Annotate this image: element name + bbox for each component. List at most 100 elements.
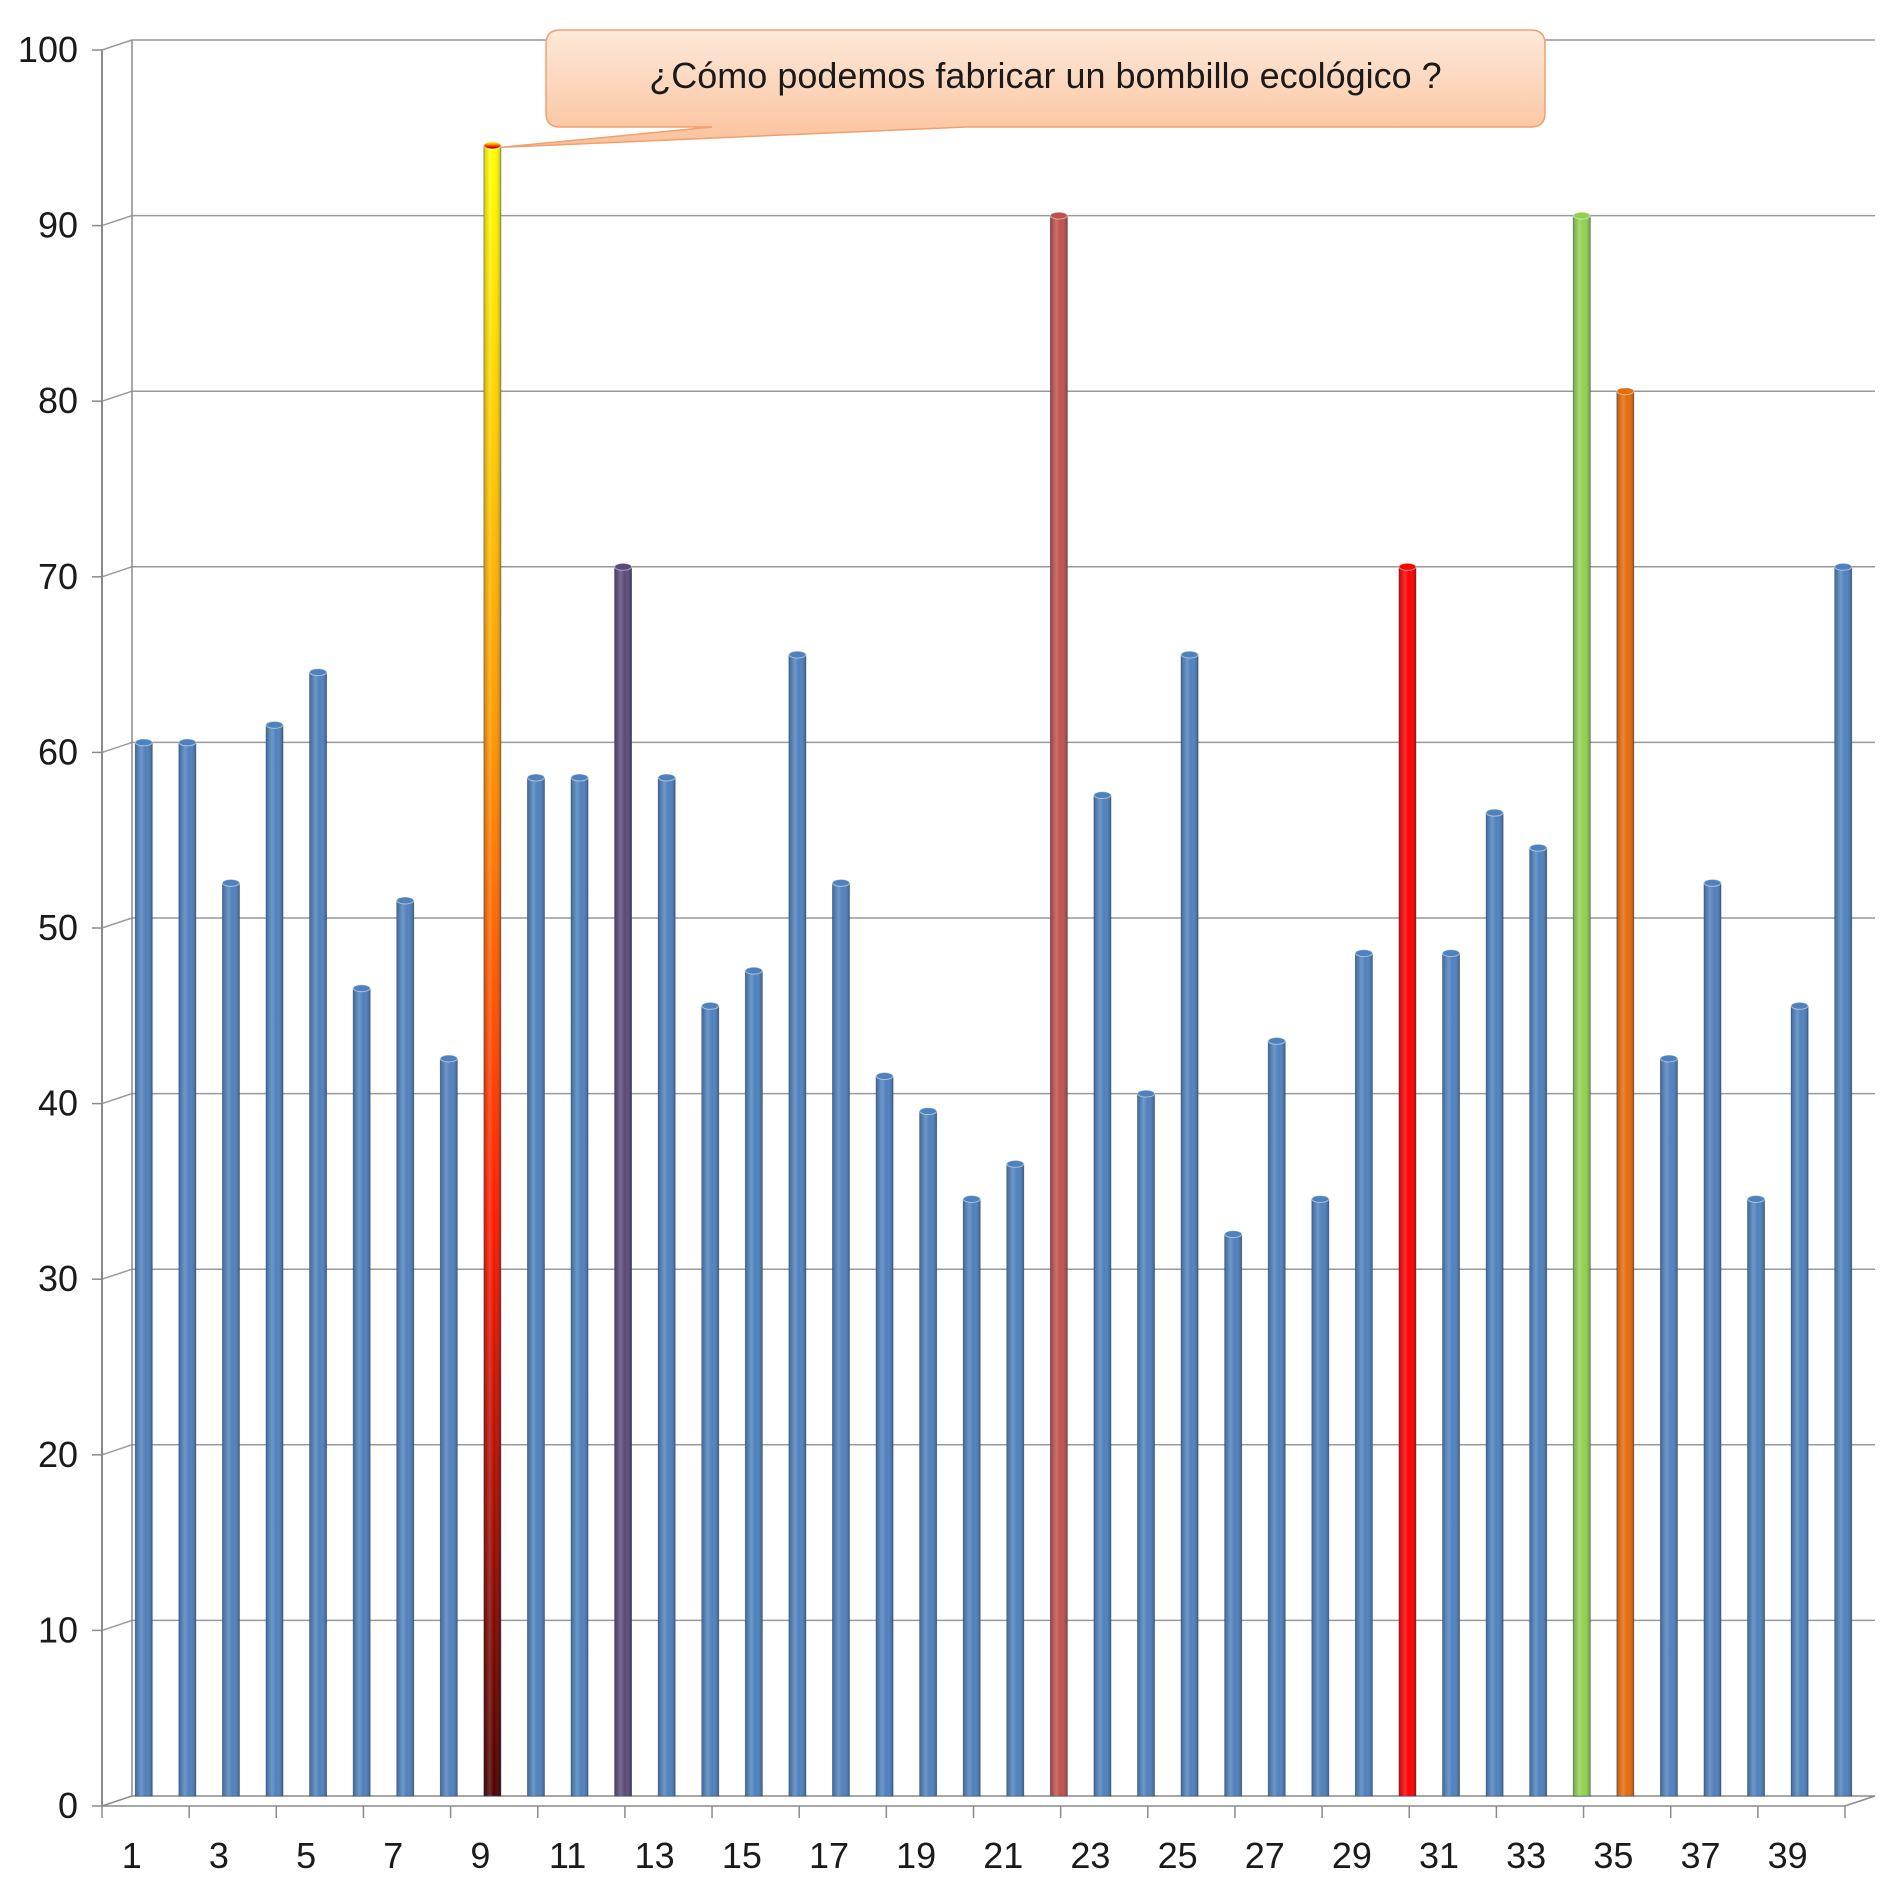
bar-37 <box>1703 878 1722 1797</box>
bar-shading <box>1703 882 1721 1796</box>
bar-cap <box>221 878 240 887</box>
bar-shading <box>1355 953 1373 1796</box>
bar-33 <box>1529 843 1548 1797</box>
bar-cap <box>1224 1230 1243 1239</box>
x-tick-label: 9 <box>470 1835 490 1876</box>
bar-11 <box>570 773 589 1797</box>
bar-cap <box>134 738 153 747</box>
bar-shading <box>266 724 284 1796</box>
gridline-70 <box>101 566 1875 578</box>
bar-shading <box>919 1111 937 1796</box>
bar-cap <box>1267 1036 1286 1045</box>
bar-cap <box>1049 211 1068 220</box>
bar-7 <box>396 896 415 1797</box>
y-tick-label: 50 <box>38 907 78 948</box>
x-axis-tick-labels: 1 3 5 7 9 11 13 15 17 19 21 23 25 27 29 31 33 35 37 39 <box>122 1835 1808 1876</box>
y-axis-tick-labels: 0 10 20 30 40 50 60 70 80 90 100 <box>18 29 78 1826</box>
gridline-90 <box>101 214 1875 227</box>
bar-shading <box>1006 1163 1024 1796</box>
bar-cap <box>526 773 545 782</box>
bar-1 <box>134 738 153 1797</box>
bar-4 <box>265 720 284 1797</box>
bar-shading <box>614 566 632 1796</box>
y-tick-label: 30 <box>38 1258 78 1299</box>
bar-shading <box>1791 1005 1809 1796</box>
bar-shading <box>701 1005 719 1796</box>
bar-cap <box>1529 843 1548 852</box>
bar-cap <box>1703 878 1722 887</box>
bar-10 <box>526 773 545 1797</box>
bar-cap <box>1093 791 1112 800</box>
bar-cap <box>614 562 633 571</box>
bar-cap <box>439 1054 458 1063</box>
bar-shading <box>309 672 327 1797</box>
callout-text: ¿Cómo podemos fabricar un bombillo ecoló… <box>649 55 1441 96</box>
bar-cap <box>1006 1159 1025 1168</box>
bar-shading <box>353 988 371 1796</box>
bar-17 <box>831 878 850 1797</box>
y-tick-label: 80 <box>38 380 78 421</box>
floor <box>101 1795 1876 1807</box>
bar-8 <box>439 1054 458 1797</box>
bar-shading <box>1747 1198 1765 1796</box>
bar-shading <box>1181 654 1199 1796</box>
bar-23 <box>1093 791 1112 1797</box>
bar-cap <box>1311 1194 1330 1203</box>
x-tick-label: 23 <box>1070 1835 1110 1876</box>
bar-shading <box>1573 215 1591 1797</box>
bar-shading <box>1442 953 1460 1796</box>
bar-cap <box>265 720 284 729</box>
bar-3 <box>221 878 240 1797</box>
bar-shading <box>396 900 414 1796</box>
y-tick-label: 70 <box>38 556 78 597</box>
bar-15 <box>744 966 763 1797</box>
bar-cap <box>396 896 415 905</box>
callout-bubble <box>500 29 1546 149</box>
bar-6 <box>352 984 371 1797</box>
bar-16 <box>788 650 807 1797</box>
bar-27 <box>1267 1036 1286 1797</box>
bar-shading <box>1486 812 1504 1796</box>
bars <box>134 141 1853 1797</box>
callout: ¿Cómo podemos fabricar un bombillo ecoló… <box>500 29 1546 149</box>
x-tick-label: 35 <box>1593 1835 1633 1876</box>
bar-shading <box>135 742 153 1796</box>
bar-21 <box>1006 1159 1025 1797</box>
x-tick-label: 3 <box>209 1835 229 1876</box>
x-tick-label: 21 <box>983 1835 1023 1876</box>
bar-5 <box>309 668 328 1797</box>
bar-cap <box>1180 650 1199 659</box>
bar-39 <box>1790 1001 1809 1797</box>
x-tick-label: 29 <box>1332 1835 1372 1876</box>
bar-shading <box>1093 795 1111 1796</box>
bar-cap <box>1834 562 1853 571</box>
bar-13 <box>657 773 676 1797</box>
x-tick-label: 39 <box>1768 1835 1808 1876</box>
bar-cap <box>1659 1054 1678 1063</box>
gridline-60 <box>101 741 1875 754</box>
bar-20 <box>962 1194 981 1797</box>
bar-cap <box>483 141 502 150</box>
bar-cap <box>1442 949 1461 958</box>
bar-cap <box>1354 949 1373 958</box>
bar-38 <box>1747 1194 1766 1797</box>
y-tick-label: 20 <box>38 1434 78 1475</box>
x-tick-label: 15 <box>722 1835 762 1876</box>
bar-19 <box>919 1107 938 1797</box>
bar-shading <box>1398 566 1416 1796</box>
gridline-80 <box>101 390 1875 402</box>
x-tick-label: 33 <box>1506 1835 1546 1876</box>
bar-cap <box>352 984 371 993</box>
y-tick-label: 60 <box>38 731 78 772</box>
bar-cap <box>962 1194 981 1203</box>
x-tick-label: 17 <box>809 1835 849 1876</box>
x-tick-label: 1 <box>122 1835 142 1876</box>
bar-shading <box>1137 1093 1155 1796</box>
bar-cap <box>1616 387 1635 396</box>
bar-shading <box>1224 1234 1242 1796</box>
bar-shading <box>571 777 589 1796</box>
bar-29 <box>1354 949 1373 1797</box>
x-tick-label: 27 <box>1245 1835 1285 1876</box>
bar-cap <box>1747 1194 1766 1203</box>
bar-cap <box>831 878 850 887</box>
